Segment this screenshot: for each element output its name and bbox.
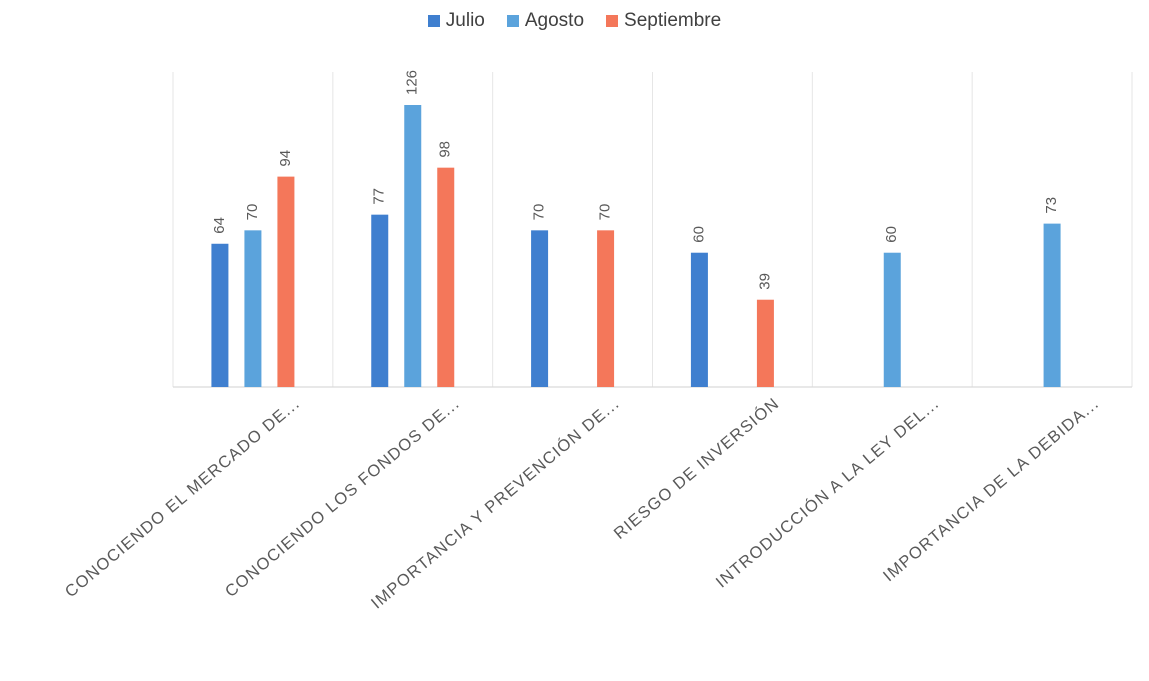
legend-item-agosto: Agosto <box>506 10 585 32</box>
data-label: 70 <box>597 204 614 221</box>
data-label: 39 <box>756 273 773 290</box>
legend-item-julio: Julio <box>427 10 485 32</box>
bar-julio <box>531 230 549 387</box>
category-label: IMPORTANCIA Y PREVENCIÓN DE... <box>367 394 623 613</box>
data-label: 60 <box>690 226 707 243</box>
data-label: 64 <box>211 217 228 234</box>
data-label: 70 <box>531 204 548 221</box>
legend-label-julio: Julio <box>445 10 485 31</box>
legend-label-agosto: Agosto <box>524 10 585 31</box>
legend-label-septiembre: Septiembre <box>624 10 722 31</box>
data-label: 98 <box>437 141 454 158</box>
data-label: 73 <box>1043 197 1060 214</box>
bar-julio <box>371 214 389 387</box>
data-label: 60 <box>883 226 900 243</box>
bar-agosto <box>244 230 262 387</box>
bar-agosto <box>883 252 901 387</box>
bar-septiembre <box>756 299 774 387</box>
bar-septiembre <box>437 167 455 387</box>
bar-julio <box>690 252 708 387</box>
legend: Julio Agosto Septiembre <box>0 10 1149 32</box>
bar-septiembre <box>277 176 295 387</box>
data-label: 126 <box>404 70 421 95</box>
category-label: RIESGO DE INVERSIÓN <box>610 394 783 543</box>
legend-swatch-septiembre <box>606 15 619 27</box>
legend-item-septiembre: Septiembre <box>606 10 721 32</box>
bar-septiembre <box>597 230 615 387</box>
bar-julio <box>211 243 229 387</box>
data-label: 77 <box>371 188 388 205</box>
legend-swatch-agosto <box>506 15 519 27</box>
bar-agosto <box>404 105 422 387</box>
legend-swatch-julio <box>427 15 440 27</box>
data-label: 94 <box>277 150 294 167</box>
data-label: 70 <box>244 204 261 221</box>
bar-agosto <box>1043 223 1061 387</box>
